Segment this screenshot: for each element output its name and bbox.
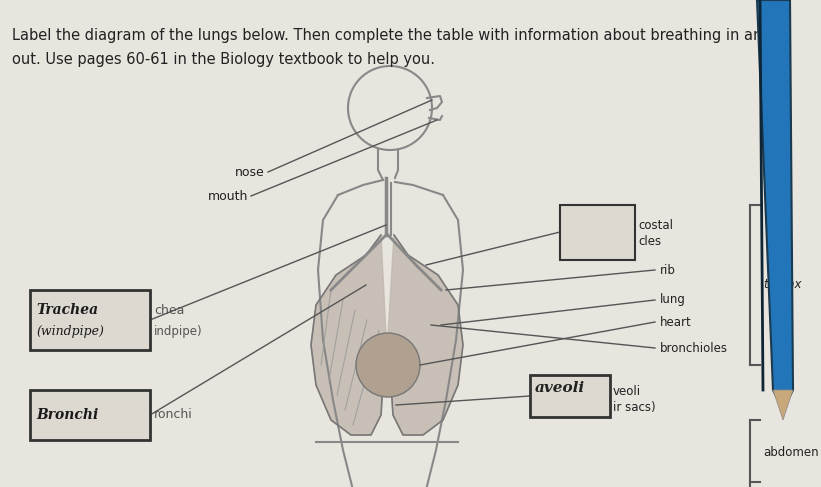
Text: chea: chea (154, 303, 185, 317)
Text: Trachea: Trachea (36, 303, 99, 317)
Text: abdomen: abdomen (763, 447, 819, 460)
Text: nose: nose (236, 166, 265, 179)
Text: bronchioles: bronchioles (660, 341, 728, 355)
Text: rib: rib (660, 263, 676, 277)
Text: cles: cles (638, 235, 661, 248)
Bar (30, 390, 150, 440)
Bar (530, 375, 610, 417)
Text: aveoli: aveoli (535, 381, 585, 395)
Text: (windpipe): (windpipe) (36, 325, 104, 338)
Text: out. Use pages 60-61 in the Biology textbook to help you.: out. Use pages 60-61 in the Biology text… (12, 52, 435, 67)
Text: veoli: veoli (613, 385, 641, 398)
Text: heart: heart (660, 316, 692, 329)
Text: Label the diagram of the lungs below. Then complete the table with information a: Label the diagram of the lungs below. Th… (12, 28, 772, 43)
Text: lung: lung (660, 294, 686, 306)
Text: ir sacs): ir sacs) (613, 401, 656, 414)
Text: costal: costal (638, 219, 673, 232)
Text: mouth: mouth (208, 189, 248, 203)
Polygon shape (773, 390, 793, 420)
Bar (30, 290, 150, 350)
Polygon shape (311, 235, 386, 435)
Text: ronchi: ronchi (154, 409, 193, 422)
Text: thorax: thorax (763, 279, 801, 292)
Text: Bronchi: Bronchi (36, 408, 99, 422)
Text: indpipe): indpipe) (154, 325, 203, 338)
Bar (560, 205, 635, 260)
Polygon shape (757, 0, 793, 410)
Polygon shape (388, 235, 463, 435)
Circle shape (356, 333, 420, 397)
